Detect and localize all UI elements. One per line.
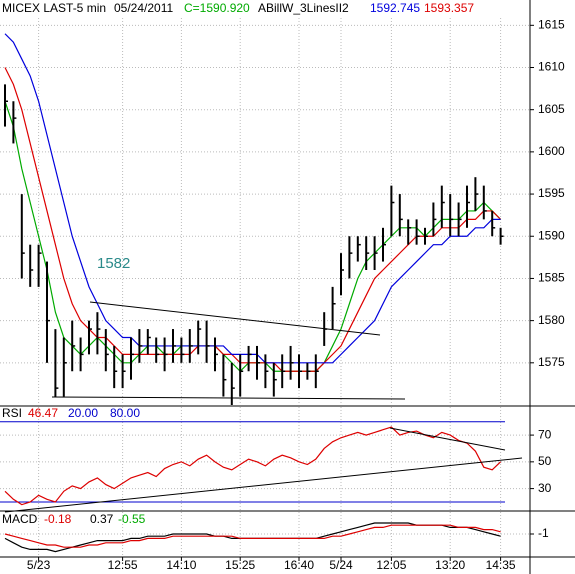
- x-tick-label: 13:20: [435, 558, 465, 572]
- y-tick-label: 1590: [538, 228, 565, 242]
- header-bg: [0, 0, 520, 18]
- trend-line: [4, 457, 523, 513]
- y-tick-label: 1605: [538, 102, 565, 116]
- rsi-level: 20.00: [68, 406, 98, 420]
- macd-value: -0.55: [118, 512, 146, 526]
- y-tick-label: 1610: [538, 60, 565, 74]
- y-tick-label: 1595: [538, 186, 565, 200]
- annotation: 1582: [97, 255, 130, 272]
- trend-line: [389, 427, 506, 451]
- x-tick-label: 12:55: [108, 558, 138, 572]
- macd-value: 0.37: [90, 512, 114, 526]
- x-tick-label: 12:05: [376, 558, 406, 572]
- y-tick-label: 70: [538, 427, 552, 441]
- x-tick-label: 14:35: [486, 558, 516, 572]
- x-tick-label: 5/24: [329, 558, 353, 572]
- macd-title: MACD: [2, 512, 38, 526]
- date: 05/24/2011: [114, 1, 173, 15]
- series-line: [4, 426, 502, 506]
- y-tick-label: 1580: [538, 313, 565, 327]
- y-tick-label: 50: [538, 454, 552, 468]
- series-line: [4, 524, 501, 548]
- indicator-value: 1593.357: [424, 1, 474, 15]
- trend-line: [51, 396, 406, 400]
- y-tick-label: 30: [538, 481, 552, 495]
- trend-line: [89, 301, 381, 336]
- chart-title: MICEX LAST-5 min: [2, 1, 106, 15]
- y-tick-label: 1575: [538, 355, 565, 369]
- y-tick-label: 1585: [538, 271, 565, 285]
- indicator-value: 1592.745: [370, 1, 420, 15]
- x-tick-label: 15:25: [225, 558, 255, 572]
- x-tick-label: 14:10: [166, 558, 196, 572]
- y-tick-label: 1600: [538, 144, 565, 158]
- indicator-name: ABillW_3LinesII2: [258, 1, 349, 15]
- rsi-level: 80.00: [110, 406, 140, 420]
- y-tick-label: 1615: [538, 17, 565, 31]
- series-line: [4, 33, 501, 364]
- close-label: C=1590.920: [184, 1, 250, 15]
- x-tick-label: 5/23: [27, 558, 51, 572]
- x-tick-label: 16:40: [284, 558, 314, 572]
- macd-value: -0.18: [44, 512, 72, 526]
- y-tick-label: -1: [538, 526, 549, 540]
- rsi-value: 46.47: [28, 406, 58, 420]
- plot-area: 1575 1580 1585 1590 1595 1600 1605 1610 1615 30 50…: [0, 0, 565, 572]
- rsi-title: RSI: [2, 406, 22, 420]
